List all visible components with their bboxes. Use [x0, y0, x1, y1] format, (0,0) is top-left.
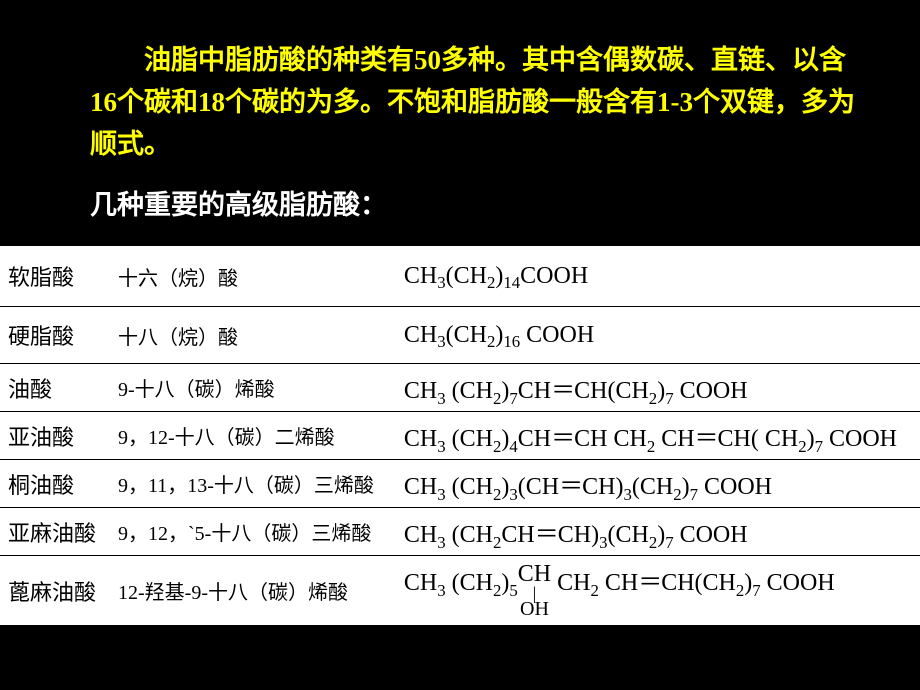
table-row: 蓖麻油酸12-羟基-9-十八（碳）烯酸CH3 (CH2)5CH|OH CH2 C… — [0, 556, 920, 626]
acid-system-name: 十八（烷）酸 — [113, 307, 379, 364]
acid-system-name: 9，12-十八（碳）二烯酸 — [113, 412, 379, 460]
acid-formula: CH3 (CH2)3(CH＝CH)3(CH2)7 COOH — [379, 460, 920, 508]
acid-name: 硬脂酸 — [0, 307, 113, 364]
acid-formula: CH3(CH2)14COOH — [379, 246, 920, 307]
table-row: 硬脂酸十八（烷）酸CH3(CH2)16 COOH — [0, 307, 920, 364]
acid-formula: CH3(CH2)16 COOH — [379, 307, 920, 364]
acid-name: 蓖麻油酸 — [0, 556, 113, 626]
acid-name: 软脂酸 — [0, 246, 113, 307]
table-row: 桐油酸9，11，13-十八（碳）三烯酸CH3 (CH2)3(CH＝CH)3(CH… — [0, 460, 920, 508]
acid-formula: CH3 (CH2)5CH|OH CH2 CH＝CH(CH2)7 COOH — [379, 556, 920, 626]
acid-formula: CH3 (CH2)7CH＝CH(CH2)7 COOH — [379, 364, 920, 412]
acid-name: 亚油酸 — [0, 412, 113, 460]
acid-system-name: 9，12，`5-十八（碳）三烯酸 — [113, 508, 379, 556]
heading-fatty-acids: 几种重要的高级脂肪酸： — [90, 185, 387, 226]
slide-root: 油脂中脂肪酸的种类有50多种。其中含偶数碳、直链、以含16个碳和18个碳的为多。… — [0, 0, 920, 690]
table-row: 油酸9-十八（碳）烯酸CH3 (CH2)7CH＝CH(CH2)7 COOH — [0, 364, 920, 412]
table-row: 软脂酸十六（烷）酸CH3(CH2)14COOH — [0, 246, 920, 307]
acid-system-name: 12-羟基-9-十八（碳）烯酸 — [113, 556, 379, 626]
acid-name: 桐油酸 — [0, 460, 113, 508]
fatty-acid-table-body: 软脂酸十六（烷）酸CH3(CH2)14COOH硬脂酸十八（烷）酸CH3(CH2)… — [0, 246, 920, 626]
intro-paragraph: 油脂中脂肪酸的种类有50多种。其中含偶数碳、直链、以含16个碳和18个碳的为多。… — [90, 40, 860, 166]
acid-name: 油酸 — [0, 364, 113, 412]
table-row: 亚油酸9，12-十八（碳）二烯酸CH3 (CH2)4CH＝CH CH2 CH＝C… — [0, 412, 920, 460]
acid-system-name: 十六（烷）酸 — [113, 246, 379, 307]
fatty-acid-table-wrap: 软脂酸十六（烷）酸CH3(CH2)14COOH硬脂酸十八（烷）酸CH3(CH2)… — [0, 245, 920, 626]
fatty-acid-table: 软脂酸十六（烷）酸CH3(CH2)14COOH硬脂酸十八（烷）酸CH3(CH2)… — [0, 245, 920, 626]
acid-name: 亚麻油酸 — [0, 508, 113, 556]
acid-system-name: 9，11，13-十八（碳）三烯酸 — [113, 460, 379, 508]
acid-formula: CH3 (CH2CH＝CH)3(CH2)7 COOH — [379, 508, 920, 556]
acid-system-name: 9-十八（碳）烯酸 — [113, 364, 379, 412]
acid-formula: CH3 (CH2)4CH＝CH CH2 CH＝CH( CH2)7 COOH — [379, 412, 920, 460]
table-row: 亚麻油酸9，12，`5-十八（碳）三烯酸CH3 (CH2CH＝CH)3(CH2)… — [0, 508, 920, 556]
